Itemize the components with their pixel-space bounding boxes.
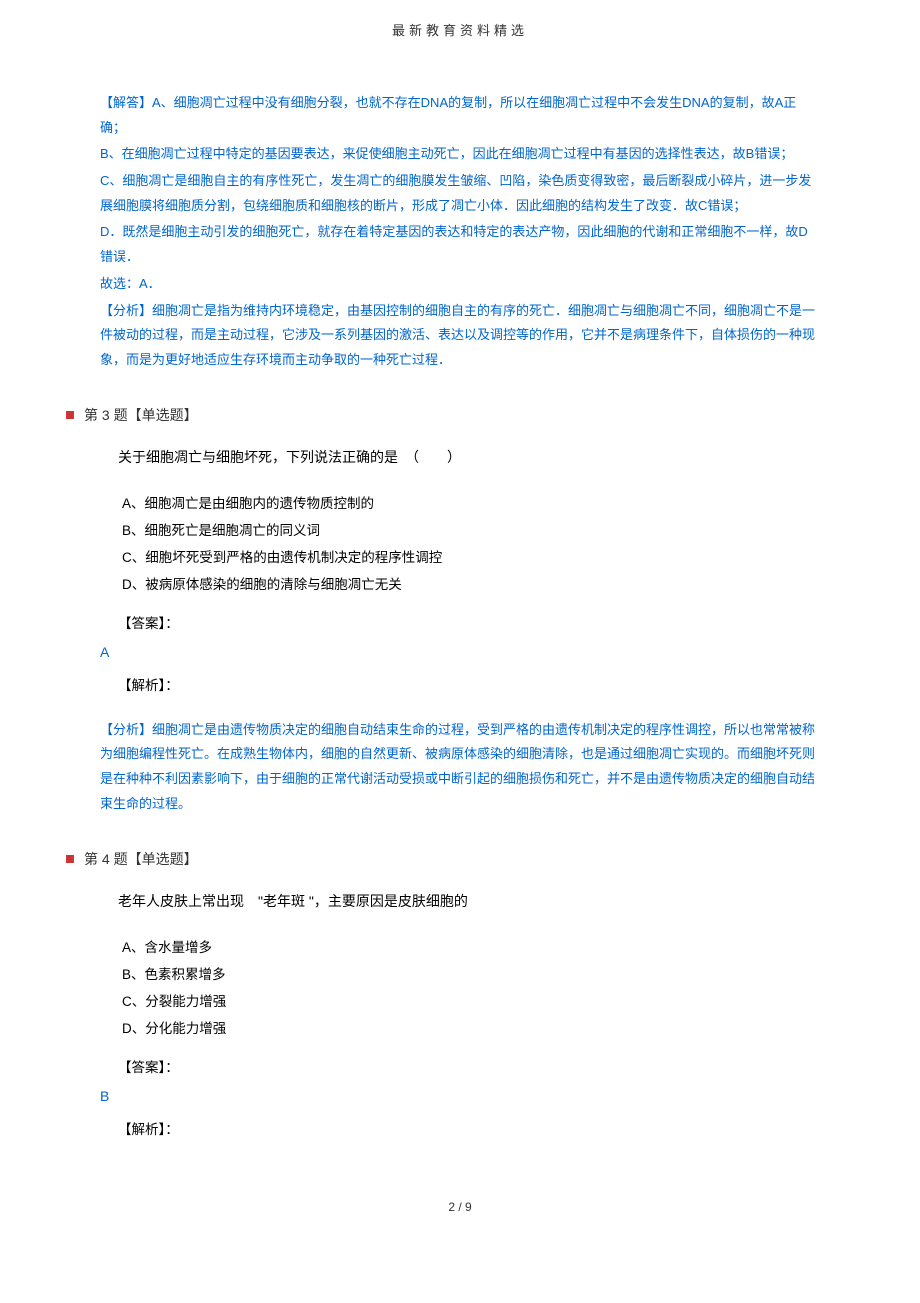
option-b: B、细胞死亡是细胞凋亡的同义词	[122, 517, 820, 544]
answer-value: B	[100, 1088, 820, 1104]
question-3-options: A、细胞凋亡是由细胞内的遗传物质控制的 B、细胞死亡是细胞凋亡的同义词 C、细胞…	[122, 490, 820, 598]
answer-label: 【答案】：	[118, 1056, 820, 1076]
explanation-line: 【解答】A、细胞凋亡过程中没有细胞分裂，也就不存在DNA的复制，所以在细胞凋亡过…	[100, 91, 820, 140]
question-4-stem: 老年人皮肤上常出现 "老年斑 "，主要原因是皮肤细胞的	[118, 889, 820, 914]
option-d: D、分化能力增强	[122, 1015, 820, 1042]
explanation-line: C、细胞凋亡是细胞自主的有序性死亡，发生凋亡的细胞膜发生皱缩、凹陷，染色质变得致…	[100, 169, 820, 218]
question-4-title: 第 4 题【单选题】	[62, 849, 820, 869]
question-3-analysis: 【分析】细胞凋亡是由遗传物质决定的细胞自动结束生命的过程，受到严格的由遗传机制决…	[100, 706, 820, 831]
explanation-line: B、在细胞凋亡过程中特定的基因要表达，来促使细胞主动死亡，因此在细胞凋亡过程中有…	[100, 142, 820, 167]
question-title-text: 第 3 题【单选题】	[84, 405, 198, 425]
content-area: 【解答】A、细胞凋亡过程中没有细胞分裂，也就不存在DNA的复制，所以在细胞凋亡过…	[0, 49, 920, 1138]
analysis-label: 【解析】：	[118, 1118, 820, 1138]
pin-icon	[62, 407, 78, 423]
option-c: C、分裂能力增强	[122, 988, 820, 1015]
explanation-line: 【分析】细胞凋亡是指为维持内环境稳定，由基因控制的细胞自主的有序的死亡．细胞凋亡…	[100, 299, 820, 373]
header-title: 最新教育资料精选	[392, 23, 528, 38]
page-header: 最新教育资料精选	[0, 0, 920, 49]
question-3-title: 第 3 题【单选题】	[62, 405, 820, 425]
page-footer: 2 / 9	[0, 1150, 920, 1234]
option-a: A、含水量增多	[122, 934, 820, 961]
analysis-text: 【分析】细胞凋亡是由遗传物质决定的细胞自动结束生命的过程，受到严格的由遗传机制决…	[100, 718, 820, 817]
explanation-line: D．既然是细胞主动引发的细胞死亡，就存在着特定基因的表达和特定的表达产物，因此细…	[100, 220, 820, 269]
option-d: D、被病原体感染的细胞的清除与细胞凋亡无关	[122, 571, 820, 598]
option-c: C、细胞坏死受到严格的由遗传机制决定的程序性调控	[122, 544, 820, 571]
question-3-stem: 关于细胞凋亡与细胞坏死，下列说法正确的是 （ ）	[118, 445, 820, 470]
page-number: 2 / 9	[448, 1200, 471, 1214]
answer-label: 【答案】：	[118, 612, 820, 632]
prior-explanation-block: 【解答】A、细胞凋亡过程中没有细胞分裂，也就不存在DNA的复制，所以在细胞凋亡过…	[100, 79, 820, 387]
answer-value: A	[100, 644, 820, 660]
question-4-options: A、含水量增多 B、色素积累增多 C、分裂能力增强 D、分化能力增强	[122, 934, 820, 1042]
explanation-line: 故选：A．	[100, 272, 820, 297]
analysis-label: 【解析】：	[118, 674, 820, 694]
question-title-text: 第 4 题【单选题】	[84, 849, 198, 869]
option-b: B、色素积累增多	[122, 961, 820, 988]
pin-icon	[62, 851, 78, 867]
option-a: A、细胞凋亡是由细胞内的遗传物质控制的	[122, 490, 820, 517]
